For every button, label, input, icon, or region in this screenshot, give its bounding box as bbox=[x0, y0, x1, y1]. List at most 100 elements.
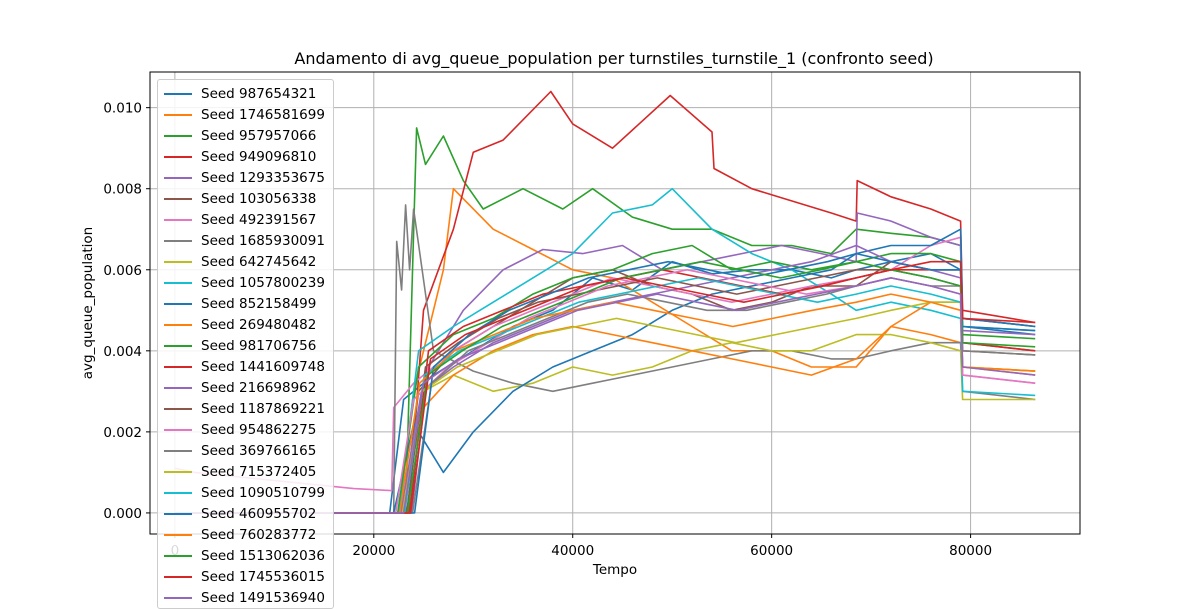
legend-item: Seed 981706756 bbox=[158, 336, 333, 357]
legend-label: Seed 369766165 bbox=[201, 443, 317, 459]
series-line bbox=[174, 277, 1036, 514]
series-line bbox=[174, 277, 1036, 514]
legend-swatch bbox=[164, 114, 192, 116]
legend-item: Seed 760283772 bbox=[158, 525, 333, 546]
legend-swatch bbox=[164, 135, 192, 137]
series-line bbox=[174, 244, 1036, 514]
legend-swatch bbox=[164, 492, 192, 494]
legend-label: Seed 103056338 bbox=[201, 191, 317, 207]
legend-swatch bbox=[164, 387, 192, 389]
series-line bbox=[174, 127, 1036, 514]
y-axis-label: avg_queue_population bbox=[80, 227, 96, 379]
legend-item: Seed 269480482 bbox=[158, 315, 333, 336]
legend-swatch bbox=[164, 555, 192, 557]
legend-label: Seed 949096810 bbox=[201, 149, 317, 165]
legend-item: Seed 1090510799 bbox=[158, 483, 333, 504]
legend-label: Seed 1090510799 bbox=[201, 485, 325, 501]
legend-label: Seed 460955702 bbox=[201, 506, 317, 522]
legend-swatch bbox=[164, 303, 192, 305]
legend-swatch bbox=[164, 408, 192, 410]
legend-item: Seed 715372405 bbox=[158, 462, 333, 483]
y-tick-label: 0.008 bbox=[103, 182, 142, 198]
legend-label: Seed 269480482 bbox=[201, 317, 317, 333]
legend-label: Seed 760283772 bbox=[201, 527, 317, 543]
legend-label: Seed 852158499 bbox=[201, 296, 317, 312]
legend-label: Seed 954862275 bbox=[201, 422, 317, 438]
series-lines bbox=[174, 90, 1036, 514]
legend-item: Seed 492391567 bbox=[158, 210, 333, 231]
legend-item: Seed 460955702 bbox=[158, 504, 333, 525]
legend-label: Seed 1441609748 bbox=[201, 359, 325, 375]
legend-label: Seed 492391567 bbox=[201, 212, 317, 228]
legend-item: Seed 216698962 bbox=[158, 378, 333, 399]
series-line bbox=[174, 204, 1036, 514]
x-tick-label: 40000 bbox=[551, 543, 594, 559]
y-tick-label: 0.000 bbox=[103, 506, 142, 522]
legend-swatch bbox=[164, 534, 192, 536]
legend-item: Seed 103056338 bbox=[158, 189, 333, 210]
legend-label: Seed 1745536015 bbox=[201, 569, 325, 585]
legend-swatch bbox=[164, 156, 192, 158]
legend-label: Seed 1746581699 bbox=[201, 107, 325, 123]
legend-swatch bbox=[164, 240, 192, 242]
legend-item: Seed 987654321 bbox=[158, 84, 333, 105]
legend-swatch bbox=[164, 513, 192, 515]
legend-label: Seed 1187869221 bbox=[201, 401, 325, 417]
legend-swatch bbox=[164, 198, 192, 200]
legend-item: Seed 1685930091 bbox=[158, 231, 333, 252]
legend-item: Seed 1293353675 bbox=[158, 168, 333, 189]
y-tick-label: 0.002 bbox=[103, 425, 142, 441]
legend-item: Seed 642745642 bbox=[158, 252, 333, 273]
legend-item: Seed 957957066 bbox=[158, 126, 333, 147]
series-line bbox=[174, 212, 1036, 514]
legend-item: Seed 1745536015 bbox=[158, 567, 333, 588]
legend-swatch bbox=[164, 324, 192, 326]
chart-legend: Seed 987654321 Seed 1746581699 Seed 957957… bbox=[157, 79, 334, 609]
plot-frame bbox=[149, 71, 1081, 535]
series-line bbox=[174, 90, 1036, 514]
legend-item: Seed 949096810 bbox=[158, 147, 333, 168]
legend-item: Seed 1513062036 bbox=[158, 546, 333, 567]
legend-swatch bbox=[164, 93, 192, 95]
legend-label: Seed 957957066 bbox=[201, 128, 317, 144]
series-line bbox=[174, 293, 1036, 514]
x-tick-label: 80000 bbox=[949, 543, 992, 559]
legend-swatch bbox=[164, 429, 192, 431]
y-tick-label: 0.006 bbox=[103, 263, 142, 279]
legend-swatch bbox=[164, 576, 192, 578]
series-line bbox=[174, 260, 1036, 514]
legend-swatch bbox=[164, 450, 192, 452]
legend-item: Seed 1187869221 bbox=[158, 399, 333, 420]
legend-swatch bbox=[164, 177, 192, 179]
y-axis-ticks: 0.000 0.002 0.004 0.006 0.008 0.010 bbox=[103, 101, 150, 522]
legend-swatch bbox=[164, 219, 192, 221]
legend-label: Seed 715372405 bbox=[201, 464, 317, 480]
legend-item: Seed 1057800239 bbox=[158, 273, 333, 294]
legend-item: Seed 1746581699 bbox=[158, 105, 333, 126]
y-tick-label: 0.010 bbox=[103, 101, 142, 117]
y-tick-label: 0.004 bbox=[103, 344, 142, 360]
x-tick-label: 20000 bbox=[352, 543, 395, 559]
x-tick-label: 60000 bbox=[750, 543, 793, 559]
series-line bbox=[174, 252, 1036, 514]
series-line bbox=[174, 187, 1036, 514]
legend-swatch bbox=[164, 366, 192, 368]
x-axis-label: Tempo bbox=[592, 562, 637, 578]
legend-label: Seed 987654321 bbox=[201, 86, 317, 102]
legend-label: Seed 1491536940 bbox=[201, 590, 325, 606]
legend-label: Seed 1057800239 bbox=[201, 275, 325, 291]
legend-item: Seed 369766165 bbox=[158, 441, 333, 462]
chart-title: Andamento di avg_queue_population per tu… bbox=[294, 49, 933, 69]
legend-swatch bbox=[164, 345, 192, 347]
series-line bbox=[174, 228, 1036, 514]
legend-item: Seed 852158499 bbox=[158, 294, 333, 315]
legend-label: Seed 981706756 bbox=[201, 338, 317, 354]
legend-swatch bbox=[164, 471, 192, 473]
legend-swatch bbox=[164, 282, 192, 284]
legend-item: Seed 1491536940 bbox=[158, 588, 333, 608]
legend-label: Seed 1513062036 bbox=[201, 548, 325, 564]
legend-swatch bbox=[164, 261, 192, 263]
legend-label: Seed 1293353675 bbox=[201, 170, 325, 186]
legend-swatch bbox=[164, 597, 192, 599]
